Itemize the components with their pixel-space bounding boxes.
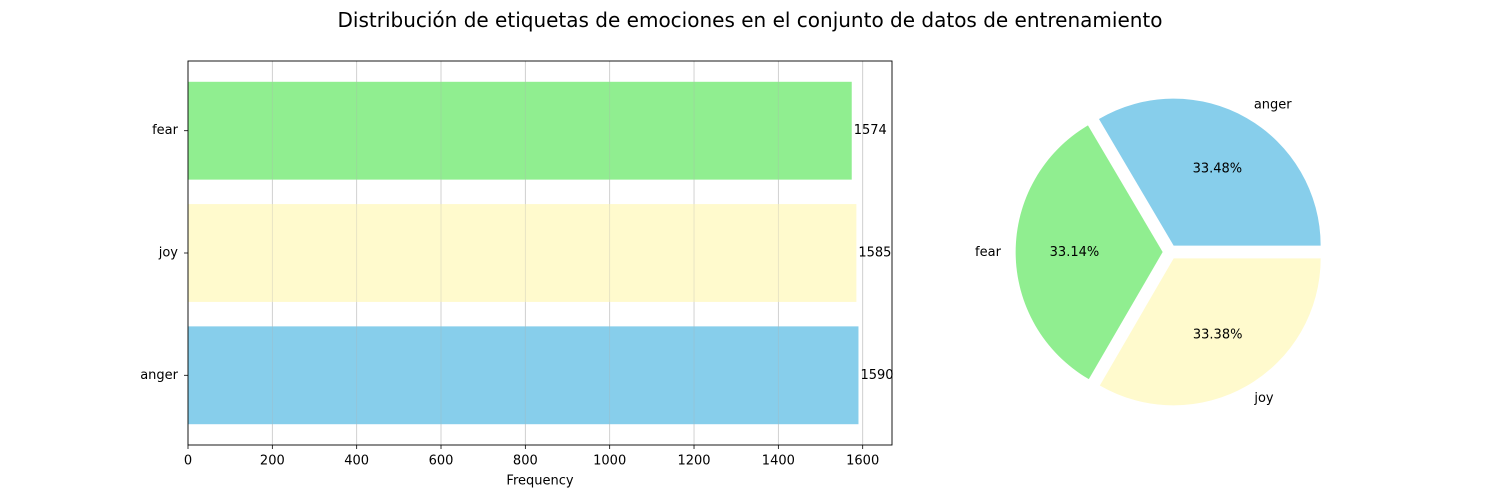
bar [188, 81, 852, 180]
x-tick-label: 1600 [846, 454, 879, 469]
pie-percent-label: 33.48% [1193, 162, 1243, 177]
pie-category-label: anger [1254, 98, 1292, 113]
pie-slice [1098, 98, 1321, 246]
x-tick-label: 1200 [677, 454, 710, 469]
bar-data-label: 1585 [858, 246, 891, 261]
pie-slice [1099, 258, 1321, 406]
y-tick-label: fear [152, 123, 179, 138]
pie-category-label: joy [1253, 391, 1274, 406]
pie-percent-label: 33.14% [1050, 245, 1100, 260]
bar-data-label: 1590 [860, 368, 893, 383]
pie-chart: 33.48% anger 33.14% fear 33.38% joy [975, 98, 1321, 406]
pie-category-label: fear [975, 245, 1002, 260]
x-tick-label: 400 [344, 454, 369, 469]
x-tick-label: 600 [429, 454, 454, 469]
bar-chart: 0 200 400 600 800 1000 1200 1400 1600 anger joy fea… [140, 60, 894, 489]
x-tick-label: 200 [260, 454, 285, 469]
chart-title: Distribución de etiquetas de emociones e… [337, 8, 1163, 32]
pie-slice [1015, 125, 1163, 380]
x-tick-label: 0 [184, 454, 192, 469]
y-tick-label: anger [140, 368, 178, 383]
bar [188, 204, 857, 302]
x-tick-label: 1000 [593, 454, 626, 469]
bar-data-label: 1574 [854, 123, 887, 138]
x-tick-label: 1400 [762, 454, 795, 469]
x-axis-label: Frequency [506, 474, 573, 489]
y-tick-label: joy [158, 246, 179, 261]
x-tick-label: 800 [513, 454, 538, 469]
bar [188, 326, 859, 425]
pie-percent-label: 33.38% [1193, 327, 1243, 342]
